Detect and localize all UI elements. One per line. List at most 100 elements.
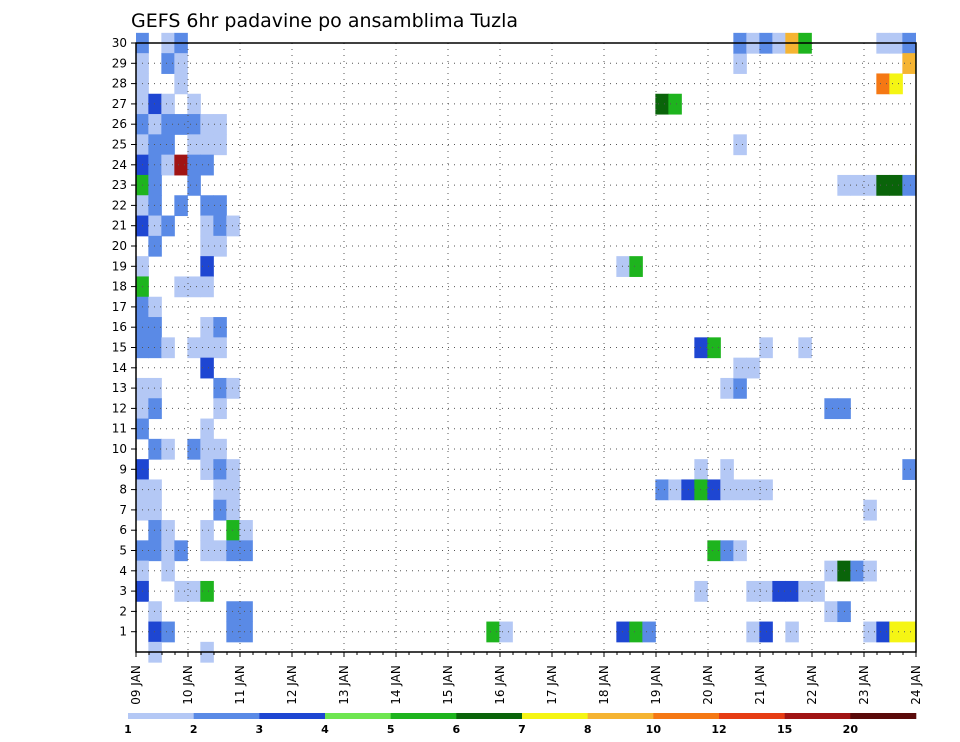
heatmap-cell (148, 134, 162, 156)
heatmap-cell (798, 337, 812, 359)
legend-label: 12 (711, 723, 726, 736)
y-tick-label: 4 (119, 564, 127, 578)
heatmap-cell (148, 235, 162, 257)
heatmap-cell (876, 73, 890, 95)
y-tick-label: 18 (112, 280, 127, 294)
legend-label: 1 (124, 723, 132, 736)
heatmap-cell (200, 317, 214, 338)
heatmap-cell (239, 540, 253, 562)
heatmap-cell (200, 580, 214, 602)
heatmap-cell (161, 114, 175, 135)
legend-swatch (456, 713, 523, 719)
y-tick-label: 9 (119, 462, 127, 476)
heatmap-cell (824, 398, 838, 420)
heatmap-cell (850, 560, 864, 582)
heatmap-cell (629, 621, 643, 643)
heatmap-cell (200, 134, 214, 156)
heatmap-cell (785, 580, 799, 602)
y-tick-label: 30 (112, 36, 127, 50)
x-tick-label: 10 JAN (181, 665, 195, 705)
legend-swatch (784, 713, 851, 719)
y-tick-label: 27 (112, 97, 127, 111)
heatmap-cell (707, 337, 721, 359)
heatmap-cell (174, 73, 188, 95)
y-tick-label: 23 (112, 178, 127, 192)
heatmap-cell (174, 114, 188, 135)
heatmap-cell (200, 337, 214, 359)
y-tick-label: 24 (112, 158, 127, 172)
heatmap-cell (668, 479, 682, 501)
heatmap-cell (187, 174, 201, 196)
legend-swatch (193, 713, 260, 719)
heatmap-cell (174, 276, 188, 298)
heatmap-cell (200, 256, 214, 277)
heatmap-cell (655, 479, 669, 501)
heatmap-cell (148, 296, 162, 318)
heatmap-cell (902, 53, 916, 74)
legend-swatch (522, 713, 588, 719)
heatmap-cell (785, 621, 799, 643)
heatmap-cell (161, 560, 175, 582)
heatmap-cell (863, 560, 877, 582)
heatmap-cell (694, 479, 708, 501)
x-tick-label: 19 JAN (649, 665, 663, 705)
heatmap-cell (746, 357, 760, 379)
x-tick-label: 13 JAN (337, 665, 351, 705)
heatmap-cell (733, 377, 747, 399)
legend-label: 15 (777, 723, 792, 736)
heatmap-cell (226, 601, 240, 623)
heatmap-cell (668, 93, 682, 115)
heatmap-cell (239, 601, 253, 623)
heatmap-cell (174, 195, 188, 217)
x-tick-label: 09 JAN (129, 665, 143, 705)
x-tick-label: 17 JAN (545, 665, 559, 705)
y-tick-label: 2 (119, 604, 127, 618)
heatmap-cell (746, 580, 760, 602)
heatmap-cell (902, 459, 916, 480)
heatmap-cell (200, 154, 214, 176)
heatmap-cell (161, 540, 175, 562)
y-tick-label: 3 (119, 584, 127, 598)
legend-swatch (128, 713, 194, 719)
y-tick-label: 19 (112, 259, 127, 273)
heatmap-cell (655, 93, 669, 115)
x-tick-label: 15 JAN (441, 665, 455, 705)
y-tick-label: 11 (112, 422, 127, 436)
heatmap-cell (187, 276, 201, 298)
heatmap-cell (174, 154, 188, 176)
heatmap-cell (148, 479, 162, 501)
heatmap-cell (161, 53, 175, 74)
heatmap-cell (187, 438, 201, 460)
heatmap-cell (694, 580, 708, 602)
heatmap-cell (161, 520, 175, 541)
heatmap-cell (486, 621, 500, 643)
heatmap-cell (187, 134, 201, 156)
heatmap-cell (226, 215, 240, 237)
y-tick-label: 25 (112, 138, 127, 152)
y-tick-label: 22 (112, 198, 127, 212)
heatmap-cell (902, 621, 916, 643)
heatmap-cell (148, 520, 162, 541)
heatmap-cell (161, 438, 175, 460)
x-tick-label: 12 JAN (285, 665, 299, 705)
legend-swatch (390, 713, 457, 719)
heatmap-cell (616, 621, 630, 643)
heatmap-cell (148, 174, 162, 196)
heatmap-cell (174, 540, 188, 562)
heatmap-cell (824, 601, 838, 623)
heatmap-cell (148, 317, 162, 338)
heatmap-cell (772, 580, 786, 602)
heatmap-cell (148, 540, 162, 562)
heatmap-cell (824, 560, 838, 582)
heatmap-cell (499, 621, 513, 643)
heatmap-cell (187, 93, 201, 115)
heatmap-cell (200, 195, 214, 217)
y-tick-label: 12 (112, 401, 127, 415)
heatmap-cell (200, 418, 214, 440)
heatmap-cell (148, 621, 162, 643)
heatmap-cell (720, 479, 734, 501)
legend-label: 20 (843, 723, 859, 736)
heatmap-cell (642, 621, 656, 643)
heatmap-cell (733, 357, 747, 379)
